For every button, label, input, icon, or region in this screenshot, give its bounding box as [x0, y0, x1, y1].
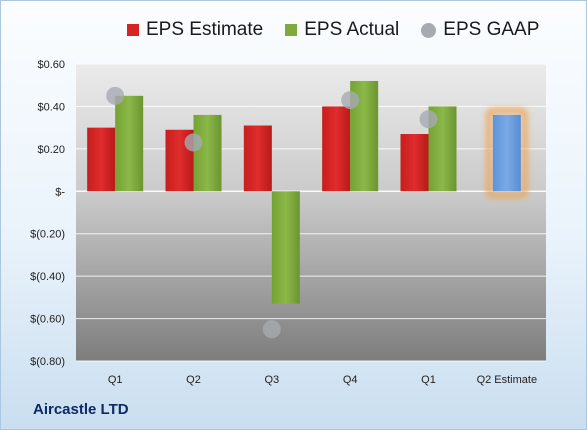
bar-eps-estimate	[400, 134, 429, 192]
legend-item-actual: EPS Actual	[285, 19, 399, 41]
legend-label-gaap: EPS GAAP	[443, 19, 540, 40]
y-tick-label: $0.60	[37, 59, 65, 71]
x-axis-ticks: Q1 Q2 Q3 Q4 Q1 Q2 Estimate	[108, 374, 537, 386]
x-tick-label: Q3	[264, 374, 279, 386]
x-tick-label: Q2	[186, 374, 201, 386]
y-tick-label: $(0.20)	[30, 229, 65, 241]
bar-eps-actual	[115, 95, 144, 192]
plot-area	[76, 64, 546, 361]
y-tick-label: $(0.60)	[30, 314, 65, 326]
chart-legend: EPS Estimate EPS Actual EPS GAAP	[127, 17, 561, 43]
bar-marks	[87, 80, 528, 339]
x-tick-label: Q1	[421, 374, 436, 386]
marker-eps-gaap	[262, 320, 281, 339]
legend-swatch-actual	[285, 24, 298, 36]
legend-label-actual: EPS Actual	[304, 19, 400, 40]
bar-eps-estimate	[322, 106, 351, 192]
bar-eps-estimate	[243, 125, 272, 192]
bar-eps-actual	[271, 191, 300, 304]
legend-item-estimate: EPS Estimate	[127, 19, 263, 41]
marker-eps-gaap	[106, 86, 125, 105]
legend-label-estimate: EPS Estimate	[146, 19, 264, 40]
marker-eps-gaap	[419, 110, 438, 129]
legend-swatch-gaap	[421, 22, 437, 38]
y-tick-label: $(0.40)	[30, 271, 65, 283]
eps-chart: $0.60 $0.40 $0.20 $- $(0.20) $(0.40) $(0.60) $(…	[30, 59, 546, 386]
bar-projected-glow	[485, 107, 528, 199]
y-tick-label: $0.40	[37, 101, 65, 113]
y-tick-label: $-	[55, 186, 65, 198]
gridlines	[76, 63, 546, 362]
x-tick-label: Q2 Estimate	[477, 374, 538, 386]
bar-eps-actual	[193, 114, 222, 192]
bar-eps-estimate	[87, 127, 116, 192]
company-name: Aircastle LTD	[33, 401, 129, 418]
legend-swatch-estimate	[127, 24, 139, 36]
x-tick-label: Q4	[343, 374, 358, 386]
bar-eps-projected	[492, 114, 521, 192]
y-tick-label: $(0.80)	[30, 356, 65, 368]
y-tick-label: $0.20	[37, 144, 65, 156]
legend-item-gaap: EPS GAAP	[421, 19, 539, 41]
marker-eps-gaap	[184, 133, 203, 152]
marker-eps-gaap	[341, 91, 360, 110]
x-tick-label: Q1	[108, 374, 123, 386]
y-axis-ticks: $0.60 $0.40 $0.20 $- $(0.20) $(0.40) $(0.60) $(…	[30, 59, 65, 368]
